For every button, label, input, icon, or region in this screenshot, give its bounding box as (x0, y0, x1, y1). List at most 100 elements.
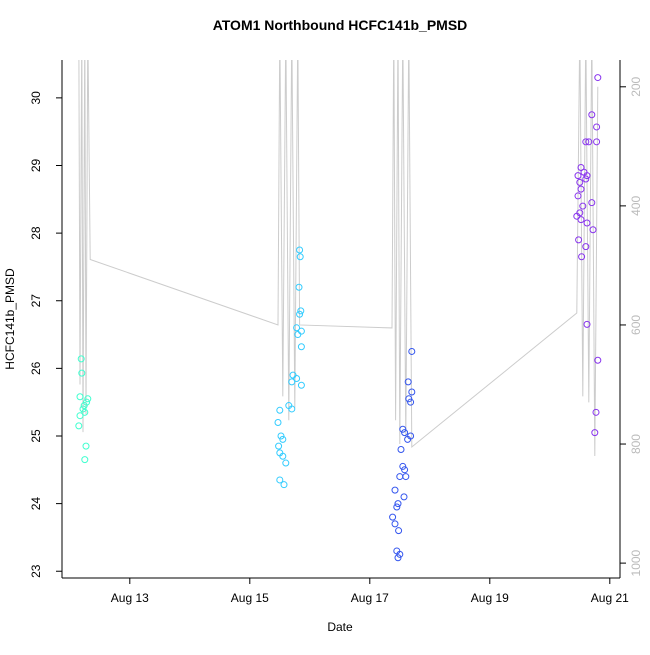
data-point (288, 378, 296, 386)
data-point (297, 343, 305, 351)
data-point (277, 432, 285, 440)
data-point (582, 138, 590, 146)
data-point (297, 381, 305, 389)
y-tick-label: 26 (29, 361, 43, 375)
data-point (296, 310, 304, 318)
data-point (577, 185, 585, 193)
data-point (274, 418, 282, 426)
y-tick-label: 25 (29, 429, 43, 443)
data-point (79, 405, 87, 413)
data-point (393, 503, 401, 511)
y2-tick-label: 800 (629, 434, 643, 454)
data-point (579, 202, 587, 210)
data-point (582, 175, 590, 183)
x-tick-label: Aug 21 (591, 591, 629, 605)
y-axis-label: HCFC141b_PMSD (3, 268, 17, 370)
data-point (279, 452, 287, 460)
y-tick-label: 24 (29, 497, 43, 511)
data-point (405, 395, 413, 403)
data-point (397, 446, 405, 454)
x-tick-label: Aug 13 (111, 591, 149, 605)
data-point (594, 74, 602, 82)
data-point (78, 369, 86, 377)
y2-tick-label: 1000 (629, 549, 643, 576)
y2-tick-label: 400 (629, 196, 643, 216)
data-point (288, 405, 296, 413)
data-point (594, 356, 602, 364)
y-tick-label: 30 (29, 91, 43, 105)
data-point (588, 199, 596, 207)
data-point (395, 527, 403, 535)
data-point (297, 307, 305, 315)
data-point (294, 331, 302, 339)
y2-tick-label: 200 (629, 76, 643, 96)
data-point (296, 253, 304, 261)
data-point (588, 111, 596, 119)
x-tick-label: Aug 19 (471, 591, 509, 605)
data-point (583, 320, 591, 328)
data-point (80, 402, 88, 410)
data-point (75, 422, 83, 430)
data-point (84, 395, 92, 403)
data-point (583, 172, 591, 180)
data-point (293, 324, 301, 332)
data-point (279, 435, 287, 443)
data-point (296, 246, 304, 254)
data-point (401, 466, 409, 474)
data-point (293, 375, 301, 383)
data-point (76, 393, 84, 401)
data-point (404, 435, 412, 443)
data-point (391, 486, 399, 494)
data-point (585, 138, 593, 146)
y-tick-label: 27 (29, 294, 43, 308)
data-point (573, 212, 581, 220)
x-tick-label: Aug 17 (351, 591, 389, 605)
data-point (81, 408, 89, 416)
data-point (592, 408, 600, 416)
y-tick-label: 29 (29, 158, 43, 172)
data-point (396, 550, 404, 558)
data-point (402, 473, 410, 481)
data-point (280, 481, 288, 489)
data-point (391, 520, 399, 528)
data-point (282, 459, 290, 467)
data-point (591, 429, 599, 437)
data-point (583, 219, 591, 227)
data-point (407, 398, 415, 406)
data-point (582, 243, 590, 251)
data-point (574, 172, 582, 180)
data-point (399, 462, 407, 470)
data-point (575, 236, 583, 244)
data-point (401, 429, 409, 437)
data-point (408, 347, 416, 355)
data-point (408, 388, 416, 396)
data-point (577, 216, 585, 224)
data-point (394, 500, 402, 508)
data-point (404, 378, 412, 386)
altitude-line (78, 60, 599, 456)
data-point (276, 406, 284, 414)
data-point (578, 253, 586, 261)
data-point (81, 456, 89, 464)
data-point (275, 442, 283, 450)
x-axis-label: Date (327, 620, 353, 634)
y-tick-label: 23 (29, 564, 43, 578)
data-point (77, 355, 85, 363)
x-tick-label: Aug 15 (231, 591, 269, 605)
y-tick-label: 28 (29, 226, 43, 240)
data-point (593, 138, 601, 146)
data-point (576, 178, 584, 186)
data-point (593, 123, 601, 131)
chart-title: ATOM1 Northbound HCFC141b_PMSD (213, 17, 468, 33)
data-point (574, 192, 582, 200)
line-layer (78, 60, 599, 456)
data-point (400, 493, 408, 501)
data-point (82, 442, 90, 450)
y2-tick-label: 600 (629, 315, 643, 335)
data-point (295, 283, 303, 291)
data-point (589, 226, 597, 234)
data-point (389, 513, 397, 521)
data-point (276, 476, 284, 484)
